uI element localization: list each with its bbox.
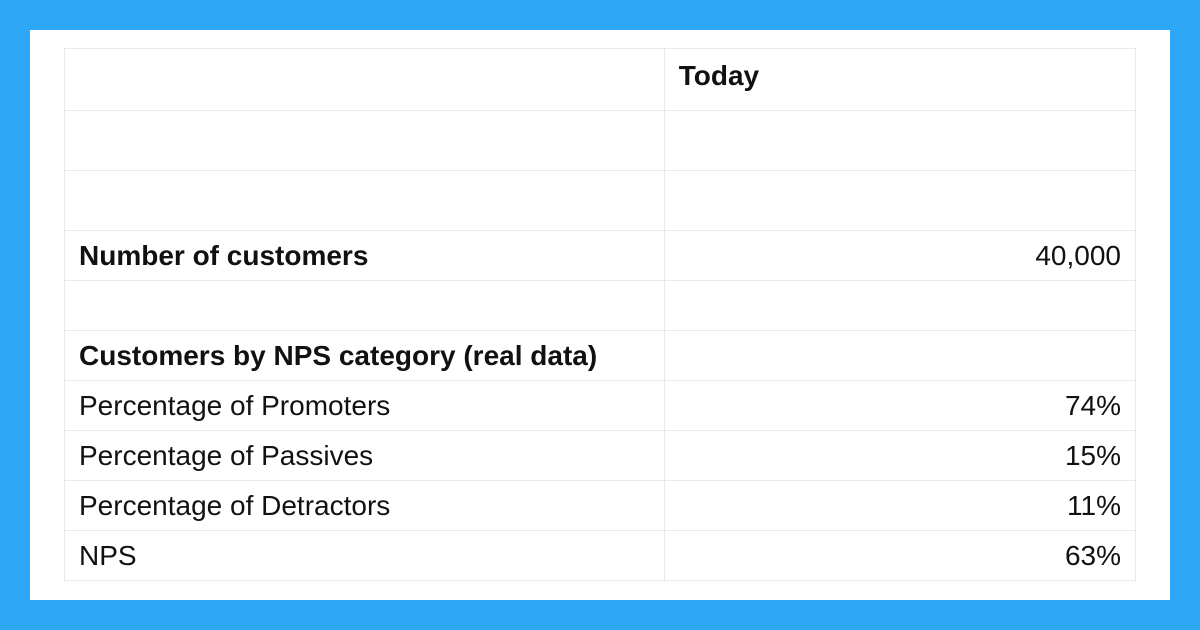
table-row: Percentage of Passives 15%: [65, 431, 1136, 481]
table-row: Number of customers 40,000: [65, 231, 1136, 281]
row-value: 40,000: [664, 231, 1135, 281]
header-blank-cell: [65, 49, 665, 111]
row-label: Percentage of Detractors: [65, 481, 665, 531]
row-label: [65, 281, 665, 331]
row-label: Number of customers: [65, 231, 665, 281]
table-row: Percentage of Promoters 74%: [65, 381, 1136, 431]
table-row: Customers by NPS category (real data): [65, 331, 1136, 381]
table-row: [65, 281, 1136, 331]
table-row: [65, 111, 1136, 171]
table-row: Percentage of Detractors 11%: [65, 481, 1136, 531]
table-header-row: Today: [65, 49, 1136, 111]
row-value: 15%: [664, 431, 1135, 481]
header-today-cell: Today: [664, 49, 1135, 111]
table-row: NPS 63%: [65, 531, 1136, 581]
row-label: Percentage of Promoters: [65, 381, 665, 431]
table-row: [65, 171, 1136, 231]
row-value: [664, 111, 1135, 171]
row-value: [664, 281, 1135, 331]
row-value: 11%: [664, 481, 1135, 531]
spreadsheet-container: Today Number of customers 40,000 Custome…: [30, 30, 1170, 600]
row-label: [65, 171, 665, 231]
row-label: NPS: [65, 531, 665, 581]
row-value: [664, 331, 1135, 381]
nps-table: Today Number of customers 40,000 Custome…: [64, 48, 1136, 581]
row-value: [664, 171, 1135, 231]
row-label: [65, 111, 665, 171]
row-value: 63%: [664, 531, 1135, 581]
row-label: Percentage of Passives: [65, 431, 665, 481]
row-label: Customers by NPS category (real data): [65, 331, 665, 381]
row-value: 74%: [664, 381, 1135, 431]
